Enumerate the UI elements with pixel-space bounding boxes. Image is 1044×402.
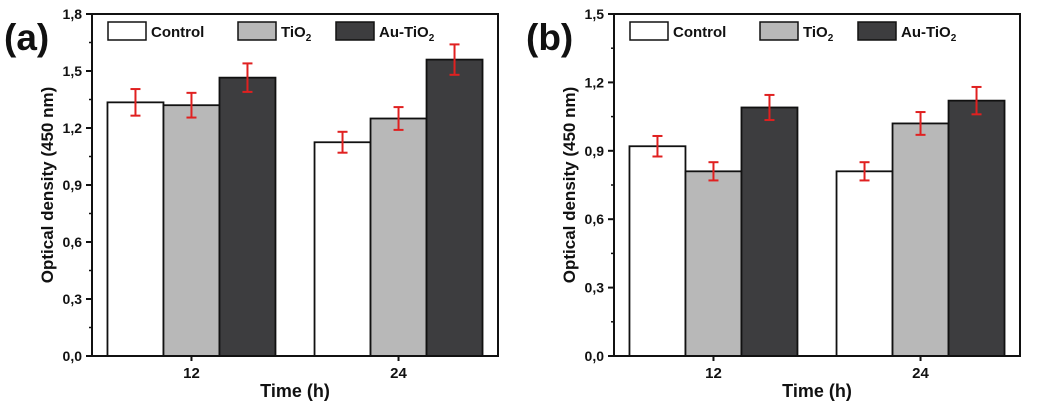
chart-a-ytick-label-0: 0,0 xyxy=(63,348,83,364)
chart-a-ytick-label-3: 0,9 xyxy=(63,177,83,193)
chart-b-bar-2-0 xyxy=(740,106,799,357)
chart-b-ytick-label-3: 0,9 xyxy=(585,143,605,159)
chart-a-error-bar-0-0 xyxy=(130,88,141,117)
chart-a-ytick-label-5: 1,5 xyxy=(63,63,83,79)
chart-a-xlabel: Time (h) xyxy=(260,381,330,401)
chart-b-panel-label: (b) xyxy=(526,17,573,58)
chart-a-error-bar-0-1 xyxy=(337,130,348,154)
chart-b-error-bar-2-0 xyxy=(764,93,775,122)
chart-b-bar-0-1 xyxy=(835,170,894,357)
chart-b-ylabel: Optical density (450 nm) xyxy=(560,87,579,284)
chart-a-legend-label-1: TiO2 xyxy=(281,24,312,44)
chart-a-legend-label-0: Control xyxy=(151,24,204,41)
chart-b-error-bar-1-0 xyxy=(708,161,719,182)
chart-a-svg: (a) 0,0 0,3 0,6 0,9 1,2 1,5 1,8 12 24 Time (h) Opti… xyxy=(4,6,499,401)
chart-a-bar-1-0 xyxy=(162,104,221,357)
chart-a-legend-swatch-2 xyxy=(335,21,375,41)
chart-a-panel-label: (a) xyxy=(4,17,49,58)
chart-b-svg: (b) 0,0 0,3 0,6 0,9 1,2 1,5 12 24 Time (h) Optical… xyxy=(526,6,1021,401)
chart-a-legend-label-2: Au-TiO2 xyxy=(379,24,435,44)
chart-b-legend-swatch-1 xyxy=(759,21,799,41)
chart-b-ytick-label-2: 0,6 xyxy=(585,211,605,227)
chart-b-bar-1-0 xyxy=(684,170,743,357)
chart-a-xtick-label-0: 12 xyxy=(183,365,200,382)
chart-a-bar-2-0 xyxy=(218,76,277,357)
chart-b-error-bar-0-0 xyxy=(652,134,663,158)
chart-b-xtick-label-1: 24 xyxy=(912,365,929,382)
chart-a-legend-swatch-1 xyxy=(237,21,277,41)
chart-b-bar-2-1 xyxy=(947,99,1006,357)
chart-b-bar-1-1 xyxy=(891,122,950,357)
chart-b-ytick-label-1: 0,3 xyxy=(585,280,605,296)
chart-a-ytick-label-4: 1,2 xyxy=(63,120,83,136)
chart-panel-a: (a) 0,0 0,3 0,6 0,9 1,2 1,5 1,8 12 24 Time (h) Opti… xyxy=(4,6,499,401)
chart-a-legend-swatch-0 xyxy=(107,21,147,41)
chart-b-legend-label-0: Control xyxy=(673,24,726,41)
chart-a-bar-2-1 xyxy=(425,58,484,357)
chart-a-error-bar-2-0 xyxy=(242,62,253,93)
chart-b-error-bar-0-1 xyxy=(859,161,870,182)
chart-b-ytick-label-5: 1,5 xyxy=(585,6,605,22)
chart-b-bar-0-0 xyxy=(628,145,687,357)
chart-a-ytick-label-2: 0,6 xyxy=(63,234,83,250)
chart-b-xtick-label-0: 12 xyxy=(705,365,722,382)
chart-a-bar-0-1 xyxy=(313,141,372,357)
chart-b-error-bar-1-1 xyxy=(915,111,926,136)
chart-panel-b: (b) 0,0 0,3 0,6 0,9 1,2 1,5 12 24 Time (h) Optical… xyxy=(522,0,1044,402)
chart-a-ytick-label-1: 0,3 xyxy=(63,291,83,307)
chart-b-legend-swatch-2 xyxy=(857,21,897,41)
chart-b-error-bar-2-1 xyxy=(971,85,982,116)
chart-b-legend-label-2: Au-TiO2 xyxy=(901,24,957,44)
chart-a-error-bar-2-1 xyxy=(449,43,460,76)
chart-a-bar-1-1 xyxy=(369,117,428,357)
chart-a-bar-0-0 xyxy=(106,101,165,357)
chart-b-ytick-label-0: 0,0 xyxy=(585,348,605,364)
chart-a-ytick-label-6: 1,8 xyxy=(63,6,83,22)
chart-a-error-bar-1-1 xyxy=(393,106,404,131)
chart-a-xtick-label-1: 24 xyxy=(390,365,407,382)
chart-b-xlabel: Time (h) xyxy=(782,381,852,401)
chart-b-legend-label-1: TiO2 xyxy=(803,24,834,44)
chart-b-legend-swatch-0 xyxy=(629,21,669,41)
chart-b-ytick-label-4: 1,2 xyxy=(585,74,605,90)
chart-a-ylabel: Optical density (450 nm) xyxy=(38,87,57,284)
chart-a-error-bar-1-0 xyxy=(186,91,197,119)
